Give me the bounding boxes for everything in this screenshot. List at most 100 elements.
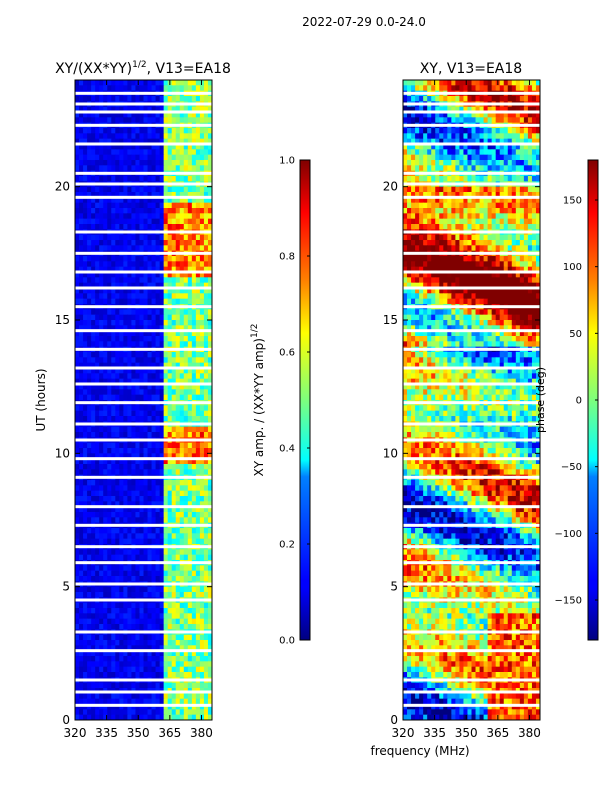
- heat-cell: [159, 176, 165, 182]
- heat-cell: [195, 256, 201, 262]
- heat-cell: [519, 85, 525, 92]
- heat-cell: [127, 256, 133, 262]
- heat-cell: [127, 261, 133, 268]
- heat-cell: [195, 266, 201, 273]
- heat-cell: [415, 80, 420, 86]
- heat-cell: [199, 528, 205, 534]
- heat-cell: [107, 533, 112, 540]
- heat-cell: [75, 656, 80, 662]
- heat-cell: [103, 96, 108, 102]
- heat-cell: [131, 144, 137, 150]
- heat-cell: [163, 96, 169, 102]
- heat-cell: [203, 565, 209, 572]
- heat-cell: [147, 298, 153, 305]
- heat-cell: [87, 240, 92, 246]
- heat-cell: [187, 112, 193, 118]
- heat-cell: [175, 133, 181, 140]
- heat-cell: [79, 410, 84, 417]
- heat-cell: [519, 117, 525, 124]
- heat-cell: [135, 192, 141, 198]
- heat-cell: [111, 213, 116, 220]
- heat-cell: [91, 213, 96, 220]
- heat-cell: [195, 293, 201, 300]
- heat-cell: [207, 613, 212, 620]
- heat-cell: [143, 176, 149, 182]
- heat-cell: [203, 698, 209, 705]
- heat-cell: [111, 138, 116, 145]
- heat-cell: [131, 96, 137, 102]
- heat-cell: [495, 112, 501, 118]
- heat-cell: [195, 650, 201, 657]
- heat-cell: [163, 485, 169, 492]
- heat-cell: [123, 634, 128, 641]
- heat-cell: [87, 634, 92, 641]
- heat-cell: [95, 133, 100, 140]
- heat-cell: [507, 138, 513, 145]
- heat-cell: [147, 144, 153, 150]
- heat-cell: [83, 384, 88, 390]
- heat-cell: [99, 314, 104, 321]
- heat-cell: [199, 213, 205, 220]
- heat-cell: [127, 640, 133, 646]
- heat-cell: [207, 277, 212, 284]
- heat-cell: [431, 138, 436, 145]
- heat-cell: [199, 640, 205, 646]
- heat-cell: [139, 645, 145, 652]
- heat-cell: [155, 410, 161, 417]
- heat-cell: [179, 565, 185, 572]
- heat-cell: [147, 165, 153, 172]
- heat-cell: [159, 682, 165, 689]
- heat-cell: [91, 186, 96, 193]
- heat-cell: [519, 202, 525, 209]
- heat-cell: [135, 373, 141, 380]
- heat-cell: [467, 106, 473, 113]
- heat-cell: [179, 464, 185, 470]
- heat-cell: [159, 165, 165, 172]
- heat-cell: [131, 341, 137, 348]
- heat-cell: [79, 661, 84, 668]
- heat-cell: [115, 192, 120, 198]
- heat-cell: [151, 256, 157, 262]
- heat-cell: [103, 645, 108, 652]
- heat-cell: [107, 293, 112, 300]
- heat-cell: [135, 672, 141, 678]
- heat-cell: [123, 208, 128, 214]
- heat-cell: [495, 154, 501, 161]
- heat-cell: [95, 453, 100, 460]
- heat-cell: [179, 586, 185, 593]
- heat-cell: [87, 458, 92, 465]
- heat-cell: [495, 149, 501, 156]
- heat-cell: [191, 586, 197, 593]
- heat-cell: [167, 672, 173, 678]
- heat-cell: [155, 528, 161, 534]
- heat-cell: [119, 213, 124, 220]
- heat-cell: [515, 165, 521, 172]
- heat-cell: [115, 154, 120, 161]
- heat-cell: [163, 208, 169, 214]
- heat-cell: [139, 234, 145, 241]
- heat-cell: [139, 336, 145, 342]
- heat-cell: [91, 144, 96, 150]
- heat-cell: [147, 389, 153, 396]
- heat-cell: [459, 106, 465, 113]
- heat-cell: [455, 165, 461, 172]
- heat-cell: [151, 405, 157, 412]
- heat-cell: [75, 282, 80, 289]
- heat-cell: [511, 85, 517, 92]
- heat-cell: [111, 645, 116, 652]
- heat-cell: [131, 373, 137, 380]
- heat-cell: [155, 192, 161, 198]
- heat-cell: [515, 133, 521, 140]
- heat-cell: [199, 186, 205, 193]
- heat-cell: [507, 176, 513, 182]
- heat-cell: [483, 160, 489, 166]
- heat-cell: [163, 490, 169, 497]
- heat-cell: [443, 160, 448, 166]
- heat-cell: [79, 293, 84, 300]
- heat-cell: [207, 149, 212, 156]
- heat-cell: [139, 512, 145, 518]
- heat-cell: [99, 389, 104, 396]
- heat-cell: [459, 112, 465, 118]
- heat-cell: [171, 512, 177, 518]
- heat-cell: [127, 106, 133, 113]
